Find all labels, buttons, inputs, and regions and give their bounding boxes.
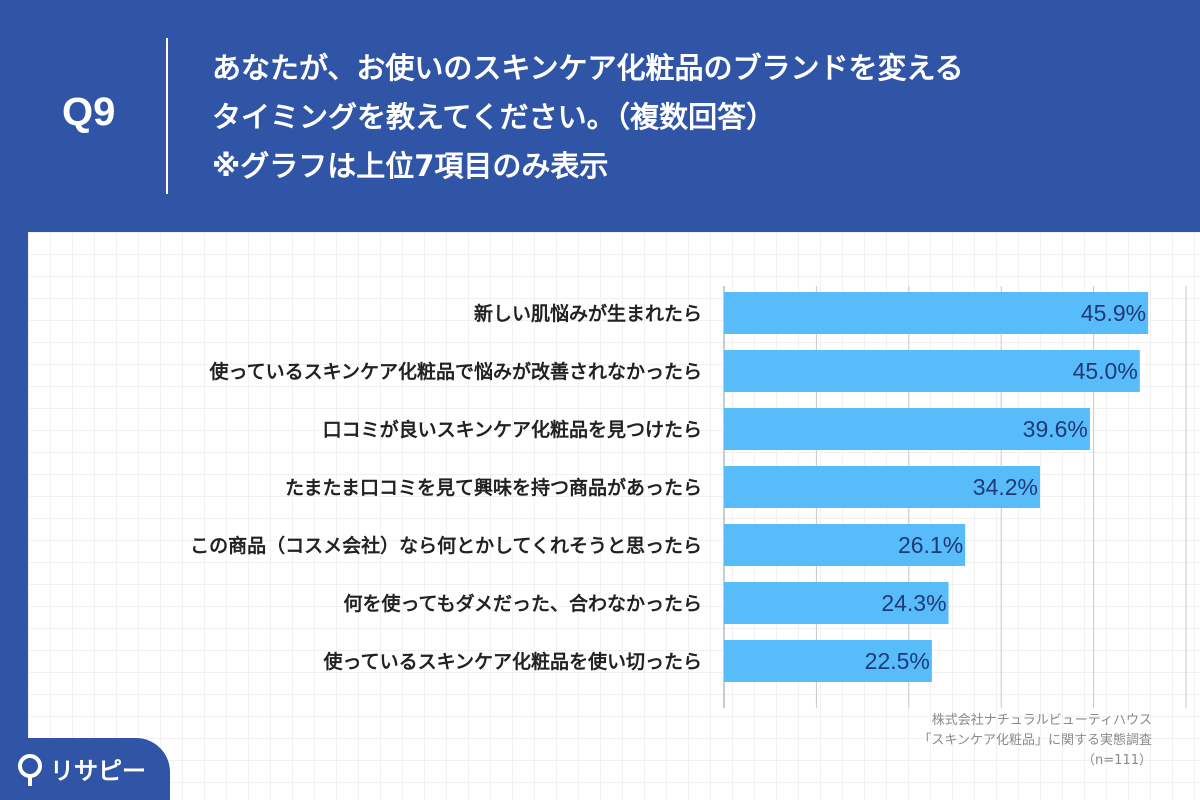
bar (724, 582, 949, 624)
category-label: 新しい肌悩みが生まれたら (474, 302, 702, 325)
category-label: この商品（コスメ会社）なら何とかしてくれそうと思ったら (190, 534, 702, 557)
value-label: 22.5% (865, 648, 930, 674)
category-label: 何を使ってもダメだった、合わなかったら (343, 592, 702, 615)
pin-icon (18, 754, 42, 786)
value-label: 39.6% (1023, 416, 1088, 442)
logo-text: リサピー (50, 757, 146, 785)
question-line-2: タイミングを教えてください。（複数回答） (212, 100, 776, 134)
bar (724, 292, 1149, 334)
value-label: 24.3% (881, 590, 946, 616)
bar (724, 466, 1041, 508)
source-line-1: 株式会社ナチュラルビューティハウス (931, 713, 1152, 728)
value-label: 26.1% (898, 532, 963, 558)
bar (724, 640, 932, 682)
question-line-1: あなたが、お使いのスキンケア化粧品のブランドを変える (212, 51, 964, 85)
category-label: 口コミが良いスキンケア化粧品を見つけたら (323, 418, 702, 441)
chart-panel: 新しい肌悩みが生まれたら 45.9% 使っているスキンケア化粧品で悩みが改善されなか… (28, 232, 1200, 800)
value-label: 45.9% (1081, 300, 1146, 326)
question-line-3: ※グラフは上位7項目のみ表示 (212, 149, 609, 183)
category-label: 使っているスキンケア化粧品を使い切ったら (323, 650, 702, 673)
value-label: 34.2% (973, 474, 1038, 500)
source-line-2: 「スキンケア化粧品」に関する実態調査 (918, 733, 1152, 748)
bar (724, 408, 1090, 450)
source-note: 株式会社ナチュラルビューティハウス 「スキンケア化粧品」に関する実態調査 （n=… (792, 711, 1152, 771)
category-label: 使っているスキンケア化粧品で悩みが改善されなかったら (209, 360, 702, 383)
header-divider (166, 38, 168, 194)
category-label: たまたま口コミを見て興味を持つ商品があったら (285, 476, 702, 499)
bar (724, 350, 1140, 392)
logo: リサピー (0, 738, 170, 800)
question-text: あなたが、お使いのスキンケア化粧品のブランドを変える タイミングを教えてください… (212, 44, 1172, 191)
bar (724, 524, 966, 566)
source-line-3: （n=111） (1082, 753, 1152, 768)
question-number: Q9 (62, 90, 116, 134)
value-label: 45.0% (1073, 358, 1138, 384)
bar-chart: 新しい肌悩みが生まれたら 45.9% 使っているスキンケア化粧品で悩みが改善されなか… (190, 286, 1187, 708)
